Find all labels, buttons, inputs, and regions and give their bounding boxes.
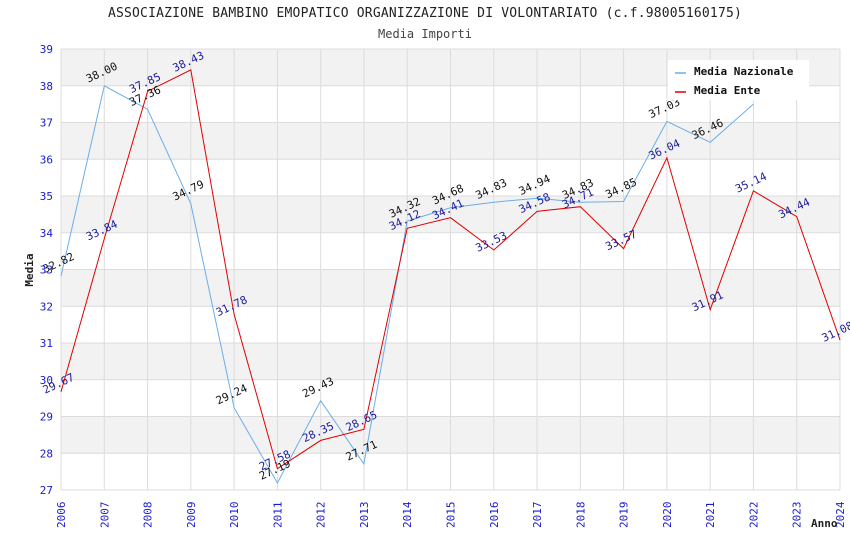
x-tick-label: 2012 (315, 502, 328, 529)
x-tick-label: 2019 (618, 502, 631, 529)
y-tick-label: 28 (40, 447, 53, 460)
y-tick-label: 37 (40, 117, 53, 130)
y-tick-labels: 27 28 29 30 31 32 33 34 35 36 37 38 39 (40, 43, 54, 497)
x-axis-label: Anno (811, 517, 838, 530)
x-tick-label: 2015 (445, 502, 458, 529)
y-tick-label: 33 (40, 264, 53, 277)
x-tick-label: 2017 (531, 502, 544, 529)
legend-box (668, 60, 809, 100)
x-tick-label: 2008 (142, 502, 155, 529)
x-tick-label: 2006 (55, 502, 68, 529)
legend-label-ente: Media Ente (694, 84, 761, 97)
series-line-ente (60, 69, 841, 470)
x-tick-label: 2009 (185, 502, 198, 529)
x-tick-label: 2023 (791, 502, 804, 529)
y-tick-label: 38 (40, 80, 53, 93)
legend-label-nazionale: Media Nazionale (694, 65, 794, 78)
x-tick-label: 2010 (228, 502, 241, 529)
x-tick-label: 2016 (488, 502, 501, 529)
data-label-ente: 31.08 (820, 319, 850, 345)
x-tick-label: 2007 (98, 502, 111, 529)
data-label-nazionale: 29.24 (214, 381, 250, 407)
x-tick-label: 2011 (271, 502, 284, 529)
data-label-ente: 35.14 (733, 170, 769, 196)
x-tick-label: 2024 (834, 501, 847, 528)
legend: Media Nazionale Media Ente (668, 60, 809, 100)
x-tick-label: 2022 (747, 502, 760, 529)
x-tick-labels: 2006 2007 2008 2009 2010 2011 2012 2013 2014 2015… (55, 501, 847, 528)
series-lines (60, 69, 841, 485)
x-tick-label: 2014 (401, 501, 414, 528)
y-tick-label: 30 (40, 374, 53, 387)
y-tick-label: 29 (40, 411, 53, 424)
grid-lines (60, 48, 841, 491)
x-tick-label: 2013 (358, 502, 371, 529)
y-tick-label: 39 (40, 43, 53, 56)
y-tick-label: 27 (40, 484, 53, 497)
series-line-nazionale (60, 85, 754, 485)
chart-subtitle: Media Importi (378, 27, 472, 41)
chart-title: ASSOCIAZIONE BAMBINO EMOPATICO ORGANIZZA… (107, 6, 743, 21)
x-tick-label: 2020 (661, 502, 674, 529)
y-tick-label: 32 (40, 300, 53, 313)
y-tick-label: 34 (40, 227, 54, 240)
x-tick-label: 2021 (704, 502, 717, 529)
x-tick-label: 2018 (574, 502, 587, 529)
y-tick-label: 36 (40, 153, 53, 166)
y-tick-label: 35 (40, 190, 53, 203)
y-axis-label: Media (23, 253, 36, 286)
y-tick-label: 31 (40, 337, 53, 350)
